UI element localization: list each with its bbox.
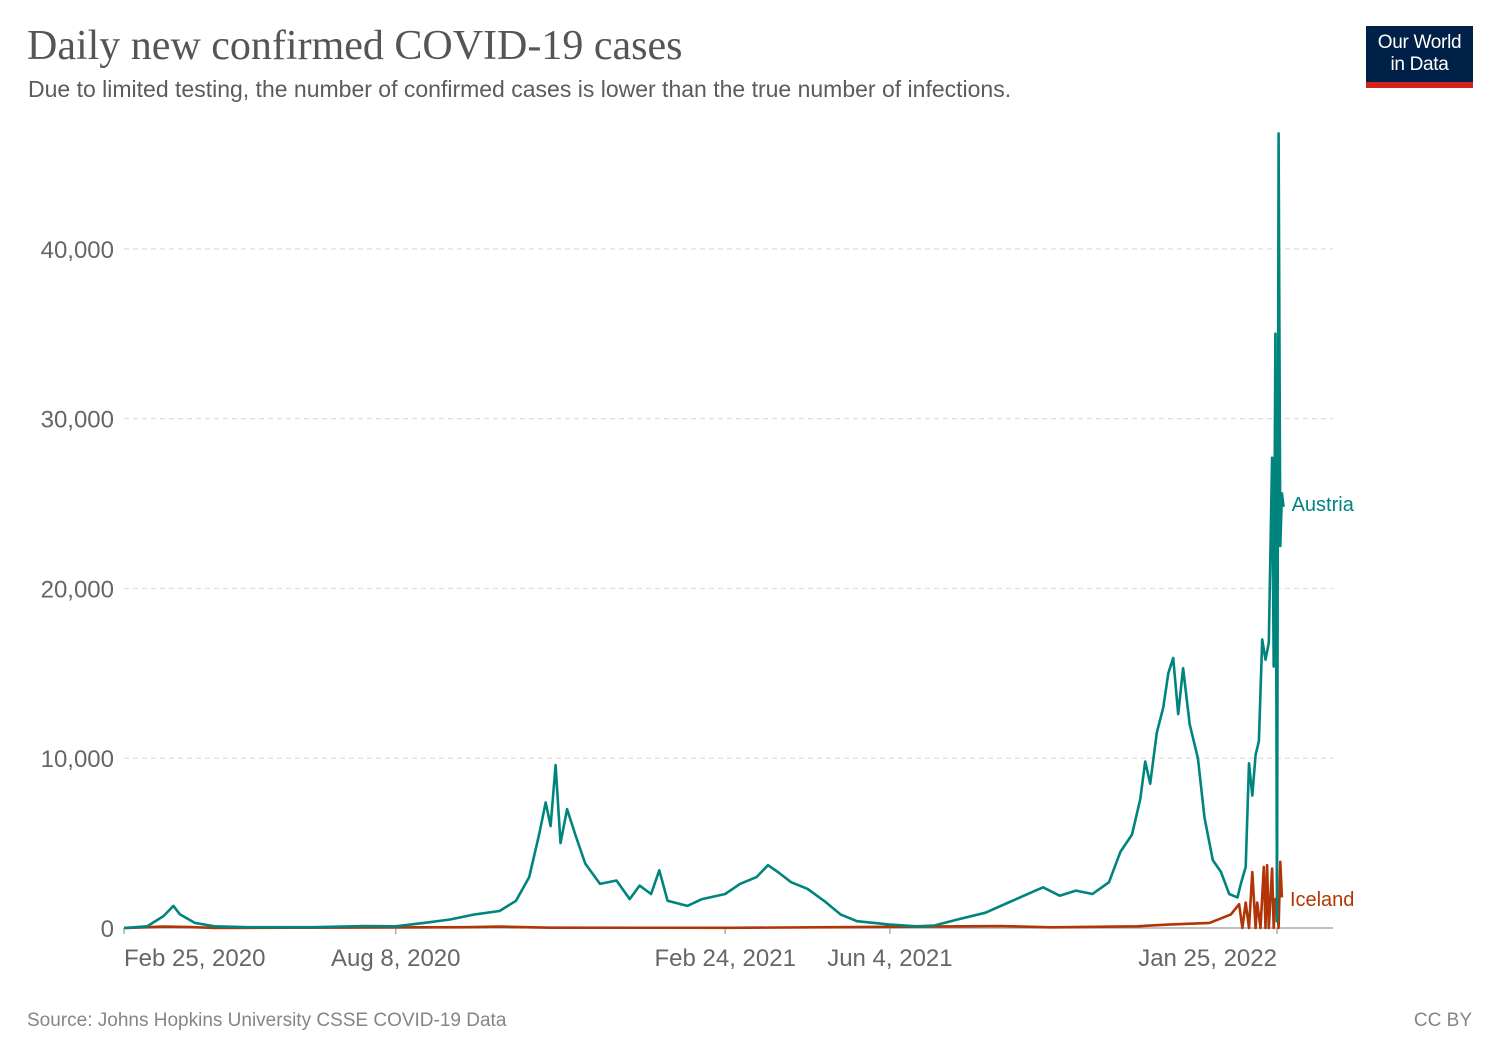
series-line-iceland <box>123 860 1284 930</box>
series-label-austria: Austria <box>1292 494 1355 516</box>
x-tick-label: Jan 25, 2022 <box>1138 945 1277 972</box>
x-tick-label: Feb 24, 2021 <box>654 945 795 972</box>
series-line-austria <box>123 132 1285 930</box>
y-tick-label: 20,000 <box>41 576 114 603</box>
source-note[interactable]: Source: Johns Hopkins University CSSE CO… <box>27 1010 507 1031</box>
license-link[interactable]: CC BY <box>1413 1010 1472 1031</box>
y-tick-label: 40,000 <box>41 237 114 264</box>
chart-subtitle: Due to limited testing, the number of co… <box>28 76 1012 102</box>
y-axis-ticks: 0 10,000 20,000 30,000 40,000 <box>41 237 114 943</box>
gridlines <box>124 248 1333 759</box>
y-tick-label: 30,000 <box>41 407 114 434</box>
series-label-iceland: Iceland <box>1290 889 1355 911</box>
series-labels: Iceland Austria <box>1290 494 1355 911</box>
line-chart: 0 10,000 20,000 30,000 40,000 Feb 25, 2020 Au… <box>41 132 1355 972</box>
x-tick-label: Jun 4, 2021 <box>827 945 952 972</box>
series-lines <box>123 132 1285 930</box>
x-tick-label: Aug 8, 2020 <box>331 945 460 972</box>
y-tick-label: 0 <box>101 916 114 943</box>
chart-title: Daily new confirmed COVID-19 cases <box>27 23 683 69</box>
owid-logo[interactable]: Our World in Data <box>1366 26 1473 88</box>
x-axis: Feb 25, 2020 Aug 8, 2020 Feb 24, 2021 Jun 4… <box>123 927 1333 972</box>
y-tick-label: 10,000 <box>41 746 114 773</box>
x-tick-label: Feb 25, 2020 <box>124 945 265 972</box>
logo-line-1: Our World <box>1377 32 1462 53</box>
logo-line-2: in Data <box>1390 54 1449 75</box>
